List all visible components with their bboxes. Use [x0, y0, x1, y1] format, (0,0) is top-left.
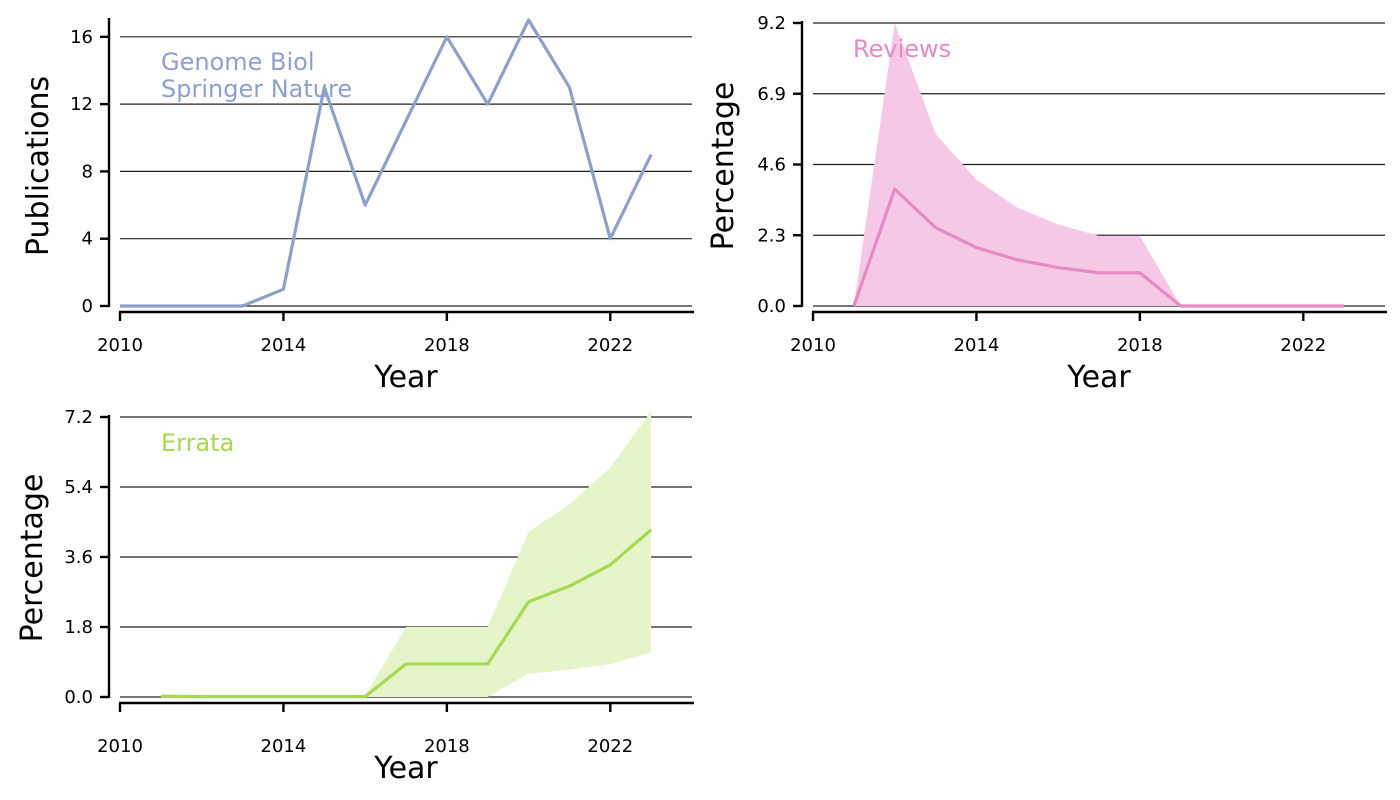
- y-tick-label-1: 1.8: [64, 617, 93, 638]
- y-tick-label-3: 6.9: [757, 84, 786, 105]
- annotation-line-0: Errata: [161, 429, 234, 457]
- x-tick-label-1: 2014: [261, 335, 307, 356]
- x-axis-label: Year: [373, 751, 438, 786]
- y-tick-label-3: 12: [70, 94, 93, 115]
- y-tick-label-2: 3.6: [64, 547, 93, 568]
- y-tick-label-4: 16: [70, 27, 93, 48]
- y-tick-label-0: 0.0: [64, 687, 93, 708]
- confidence-band-0: [160, 411, 652, 697]
- y-tick-label-1: 2.3: [757, 225, 786, 246]
- y-axis-label: Percentage: [706, 82, 741, 251]
- y-tick-label-3: 5.4: [64, 477, 93, 498]
- x-tick-label-2: 2018: [424, 335, 470, 356]
- annotation-line-0: Reviews: [853, 35, 951, 63]
- x-axis-label: Year: [1066, 360, 1131, 395]
- x-tick-label-3: 2022: [587, 335, 633, 356]
- x-tick-label-2: 2018: [1117, 335, 1163, 356]
- x-tick-label-0: 2010: [97, 736, 143, 757]
- series-line-0: [120, 18, 653, 308]
- y-tick-label-4: 9.2: [757, 13, 786, 34]
- chart-panel-errata: 0.0 1.8 3.6 5.4 7.2 2010 2014 2018 2022 Year Perce…: [15, 407, 694, 786]
- chart-panel-reviews: 0.0 2.3 4.6 6.9 9.2 2010 2014 2018 2022 Year Perce…: [706, 13, 1387, 395]
- series-line-0: [160, 528, 653, 699]
- x-tick-label-0: 2010: [97, 335, 143, 356]
- chart-panel-publications: 0 4 8 12 16 2010 2014 2018 2022 Year Publications G…: [21, 18, 694, 395]
- y-axis-label: Publications: [21, 76, 56, 256]
- annotation-line-0: Genome Biol: [161, 48, 315, 76]
- confidence-band-0: [853, 23, 1345, 306]
- x-axis-label: Year: [373, 360, 438, 395]
- y-tick-label-4: 7.2: [64, 407, 93, 428]
- x-tick-label-2: 2018: [424, 736, 470, 757]
- annotation-line-1: Springer Nature: [161, 75, 352, 103]
- series-line-0: [852, 187, 1345, 308]
- y-tick-label-0: 0.0: [757, 296, 786, 317]
- x-tick-label-3: 2022: [1280, 335, 1326, 356]
- y-tick-label-2: 4.6: [757, 155, 786, 176]
- y-axis-label: Percentage: [15, 474, 50, 643]
- y-tick-label-2: 8: [82, 161, 93, 182]
- x-tick-label-0: 2010: [790, 335, 836, 356]
- x-tick-label-1: 2014: [954, 335, 1000, 356]
- y-tick-label-1: 4: [82, 229, 93, 250]
- x-tick-label-3: 2022: [587, 736, 633, 757]
- x-tick-label-1: 2014: [261, 736, 307, 757]
- y-tick-label-0: 0: [82, 296, 93, 317]
